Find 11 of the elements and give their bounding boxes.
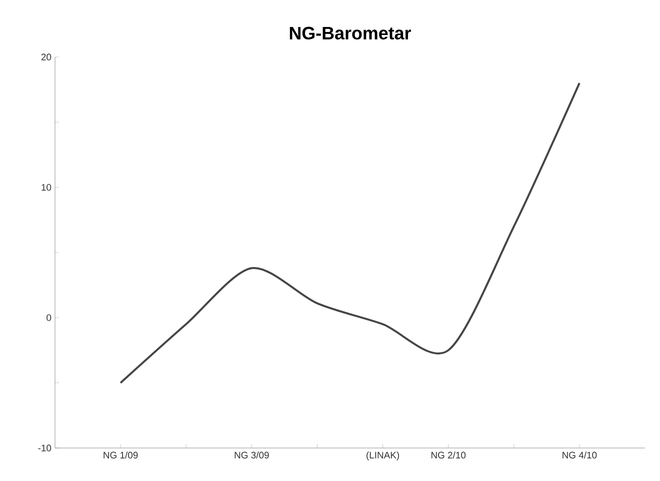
x-tick-label: NG 1/09 [104, 452, 138, 458]
x-tick-label: NG 4/10 [562, 452, 597, 458]
y-tick-label: 10 [42, 184, 52, 191]
x-tick-label: (LINAK) [366, 452, 400, 460]
chart-title: NG-Barometar [290, 26, 411, 40]
y-tick-label: 0 [46, 314, 52, 322]
line-series [120, 82, 580, 384]
y-tick-label: -10 [38, 444, 52, 452]
y-tick-label: 20 [41, 54, 52, 60]
x-tick-label: NG 3/09 [234, 452, 269, 458]
x-tick-label: NG 2/10 [431, 452, 466, 458]
